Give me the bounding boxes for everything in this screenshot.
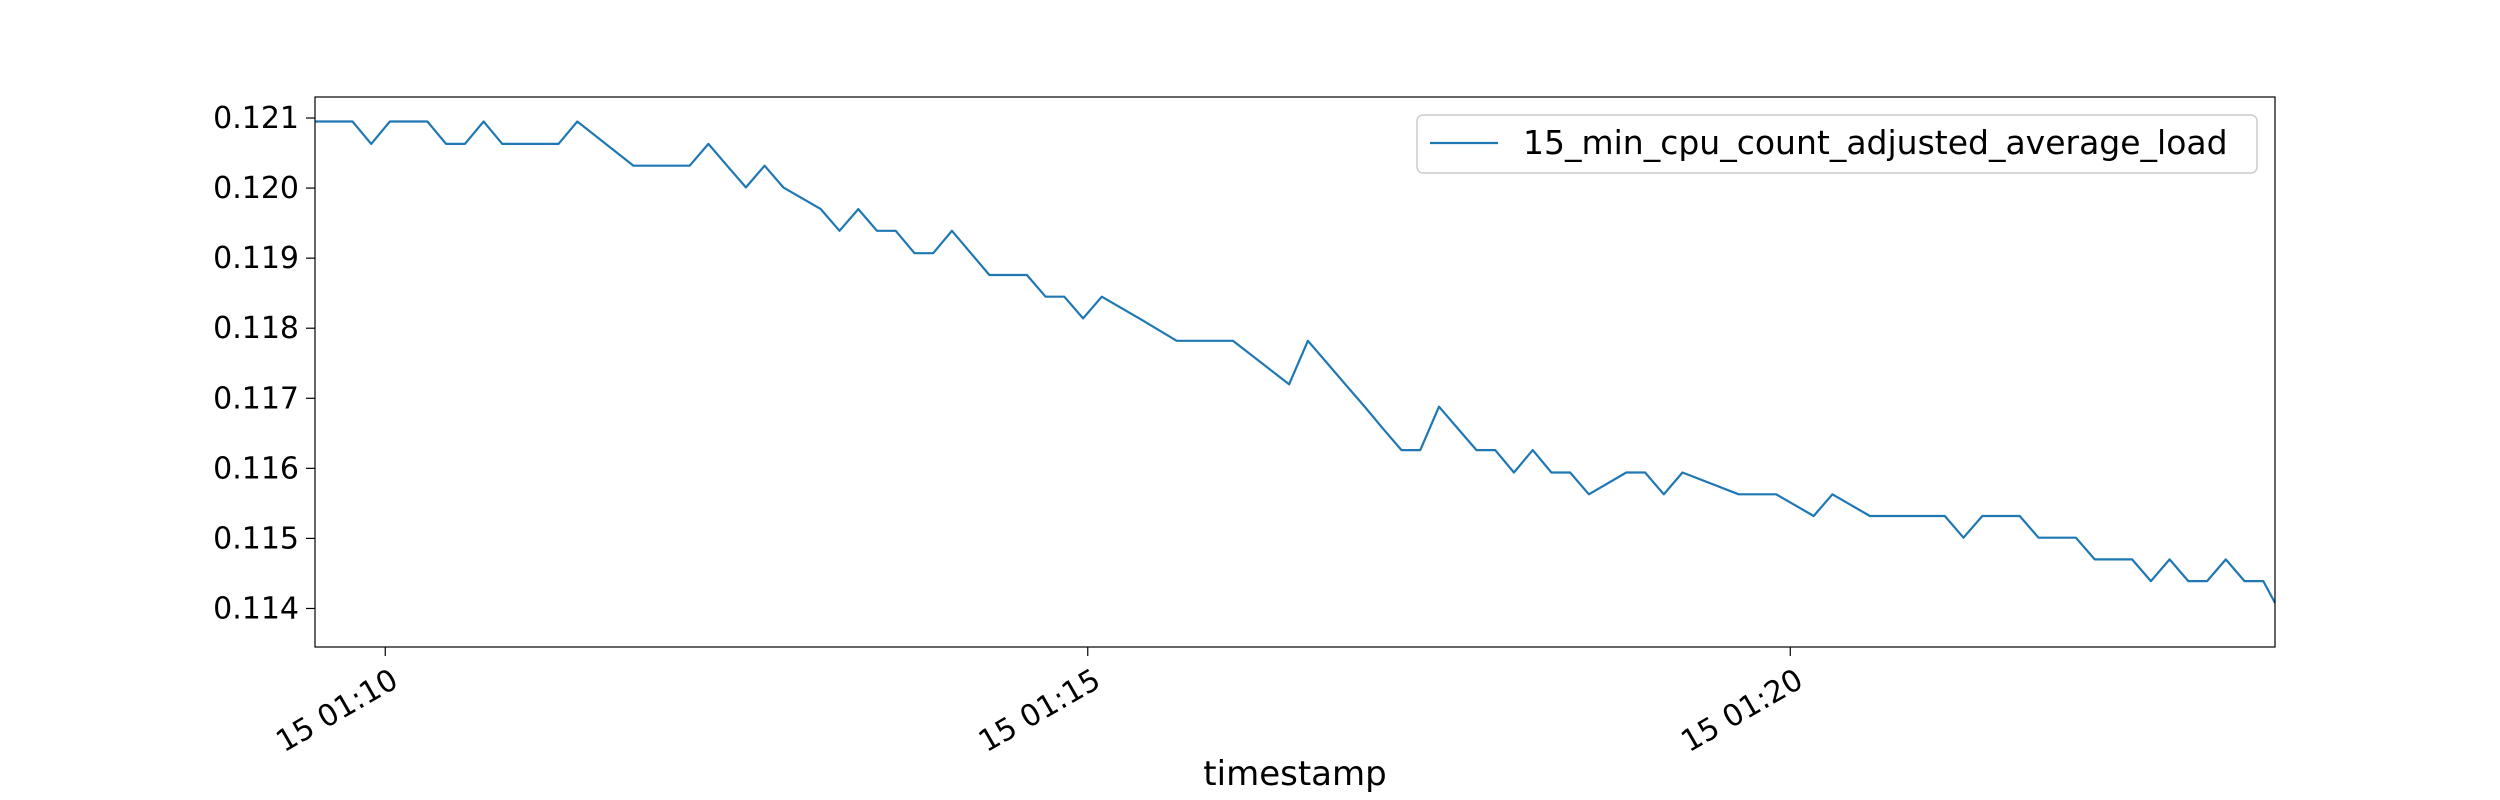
- x-axis: 15 01:10 15 01:15 15 01:20: [270, 647, 1809, 760]
- x-tick-label: 15 01:10: [270, 662, 404, 759]
- x-axis-label: timestamp: [1203, 754, 1386, 794]
- series-line: [315, 120, 2276, 604]
- y-axis: 0.114 0.115 0.116 0.117 0.118 0.119 0.120 0.121: [213, 101, 315, 626]
- x-tick-label: 15 01:20: [1675, 662, 1809, 759]
- y-tick-label: 0.119: [213, 241, 299, 276]
- y-tick-label: 0.121: [213, 101, 299, 136]
- y-tick-label: 0.114: [213, 591, 299, 626]
- legend: 15_min_cpu_count_adjusted_average_load: [1416, 114, 2258, 174]
- legend-box: [1416, 114, 2258, 174]
- plot-frame: [314, 96, 2276, 648]
- x-tick-label: 15 01:15: [973, 662, 1107, 759]
- y-tick-label: 0.115: [213, 521, 299, 556]
- series-layer: [315, 120, 2276, 604]
- legend-series-label: 15_min_cpu_count_adjusted_average_load: [1523, 123, 2228, 162]
- y-tick-label: 0.117: [213, 381, 299, 416]
- y-tick-label: 0.118: [213, 311, 299, 346]
- y-tick-label: 0.116: [213, 451, 299, 486]
- y-tick-label: 0.120: [213, 171, 299, 206]
